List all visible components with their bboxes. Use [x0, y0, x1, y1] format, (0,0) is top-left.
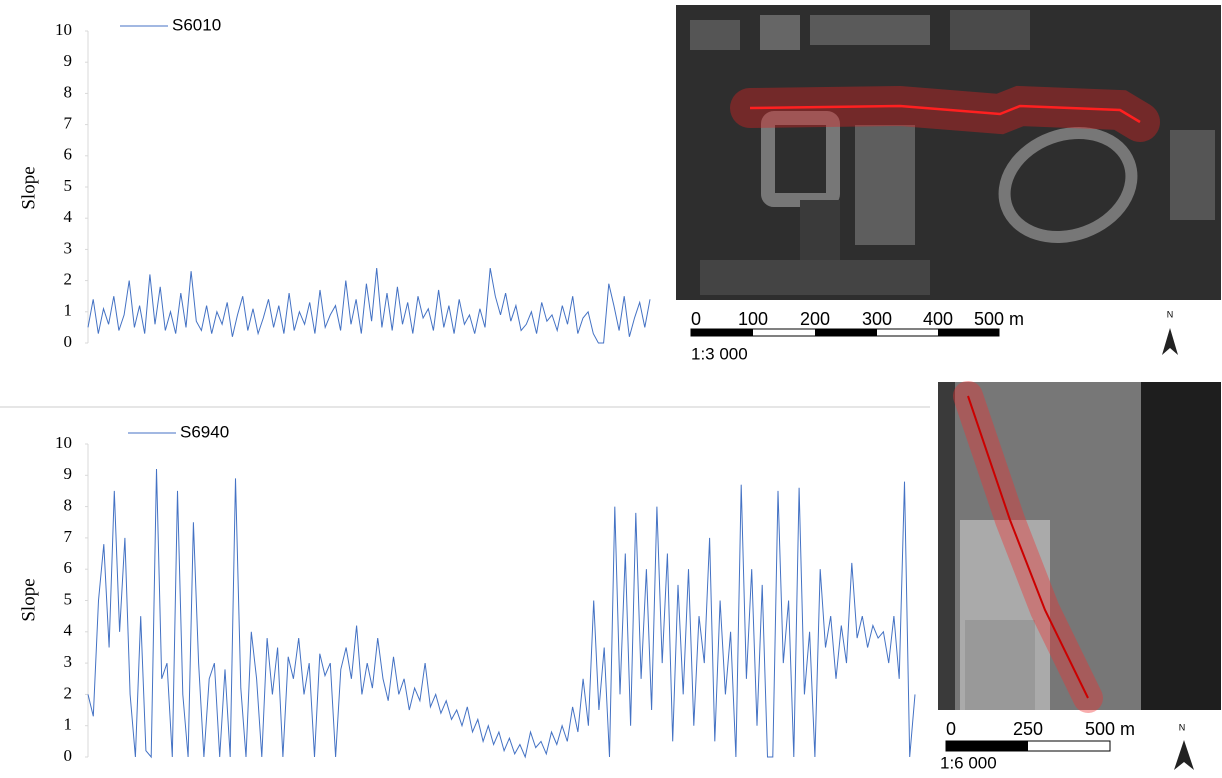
scale-label: 100 — [738, 309, 768, 329]
y-tick-label: 2 — [64, 683, 73, 702]
y-tick-label: 10 — [55, 433, 72, 452]
y-axis-label: Slope — [18, 166, 39, 209]
scale-ratio: 1:3 000 — [691, 344, 748, 363]
scale-label: 500 m — [1085, 719, 1135, 739]
y-axis-label: Slope — [18, 578, 39, 621]
y-tick-label: 4 — [64, 207, 73, 226]
scale-label: 400 — [923, 309, 953, 329]
scale-label: 200 — [800, 309, 830, 329]
y-tick-label: 9 — [64, 51, 73, 70]
y-tick-label: 9 — [64, 464, 73, 483]
y-tick-label: 0 — [64, 332, 73, 351]
y-tick-label: 5 — [64, 589, 73, 608]
scale-label: 0 — [691, 309, 701, 329]
scale-label: 300 — [862, 309, 892, 329]
y-tick-label: 1 — [64, 301, 73, 320]
y-tick-label: 8 — [64, 82, 73, 101]
figure: 0 1 2 3 4 5 6 7 8 9 10 Slope S6010 0 1 2 3 4 5 6 7 8 9 10 Slope S… — [0, 0, 1222, 773]
y-tick-label: 7 — [64, 527, 73, 546]
scale-label: 250 — [1013, 719, 1043, 739]
north-label: N — [1167, 309, 1174, 319]
scale-label: 0 — [946, 719, 956, 739]
y-tick-label: 2 — [64, 270, 73, 289]
y-tick-label: 4 — [64, 621, 73, 640]
scale-ratio: 1:6 000 — [940, 753, 997, 772]
y-tick-label: 3 — [64, 238, 73, 257]
legend-label: S6940 — [180, 422, 229, 441]
y-tick-label: 0 — [64, 746, 73, 765]
y-tick-label: 1 — [64, 715, 73, 734]
y-tick-label: 3 — [64, 652, 73, 671]
y-tick-label: 5 — [64, 176, 73, 195]
legend-label: S6010 — [172, 15, 221, 34]
scale-label: 500 m — [974, 309, 1024, 329]
y-tick-label: 10 — [55, 20, 72, 39]
y-tick-label: 6 — [64, 558, 73, 577]
y-tick-label: 6 — [64, 145, 73, 164]
y-tick-label: 7 — [64, 114, 73, 133]
y-tick-label: 8 — [64, 496, 73, 515]
north-label: N — [1179, 722, 1186, 732]
